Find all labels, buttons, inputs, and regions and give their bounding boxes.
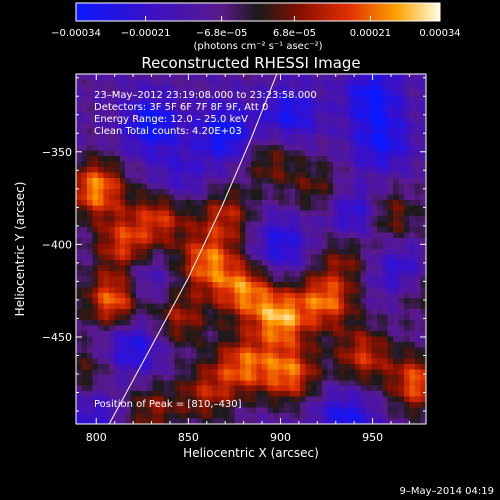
colorbar-tick-label: −0.00034 [51, 28, 101, 39]
colorbar-tick-label: 6.8e−05 [273, 28, 316, 39]
y-axis-label: Heliocentric Y (arcsec) [13, 182, 27, 317]
x-tick-label: 850 [178, 431, 199, 444]
heatmap-image [76, 74, 426, 424]
x-axis-ticks: 800 850 900 950 [86, 74, 410, 444]
y-tick-label: −450 [42, 331, 72, 344]
chart-title: Reconstructed RHESSI Image [141, 54, 360, 72]
x-tick-label: 950 [362, 431, 383, 444]
y-axis-ticks: −350 −400 −450 [42, 77, 426, 412]
x-tick-label: 900 [270, 431, 291, 444]
colorbar-tick-label: −0.00021 [121, 28, 171, 39]
peak-position-label: Position of Peak = [810,–430] [94, 399, 242, 410]
colorbar-tick-label: 0.00034 [419, 28, 460, 39]
info-clean-counts: Clean Total counts: 4.20E+03 [94, 126, 242, 137]
info-energy-range: Energy Range: 12.0 – 25.0 keV [94, 114, 248, 125]
plot-frame [75, 73, 427, 425]
colorbar-tick-label: 0.00021 [350, 28, 391, 39]
solar-limb-curve [108, 74, 278, 424]
colorbar-ticks: −0.00034 −0.00021 −6.8e−05 6.8e−05 0.00021 0.… [51, 16, 461, 39]
colorbar-tick-label: −6.8e−05 [196, 28, 248, 39]
colorbar [75, 2, 441, 22]
x-tick-label: 800 [86, 431, 107, 444]
colorbar-unit-label: (photons cm⁻² s⁻¹ asec⁻²) [193, 41, 322, 52]
y-tick-label: −350 [42, 146, 72, 159]
x-axis-label: Heliocentric X (arcsec) [183, 446, 319, 460]
info-time-range: 23–May–2012 23:19:08.000 to 23:23:58.000 [94, 90, 317, 101]
info-detectors: Detectors: 3F 5F 6F 7F 8F 9F, Att 0 [94, 102, 268, 113]
footer-date: 9–May–2014 04:19 [400, 486, 494, 497]
y-tick-label: −400 [42, 238, 72, 251]
